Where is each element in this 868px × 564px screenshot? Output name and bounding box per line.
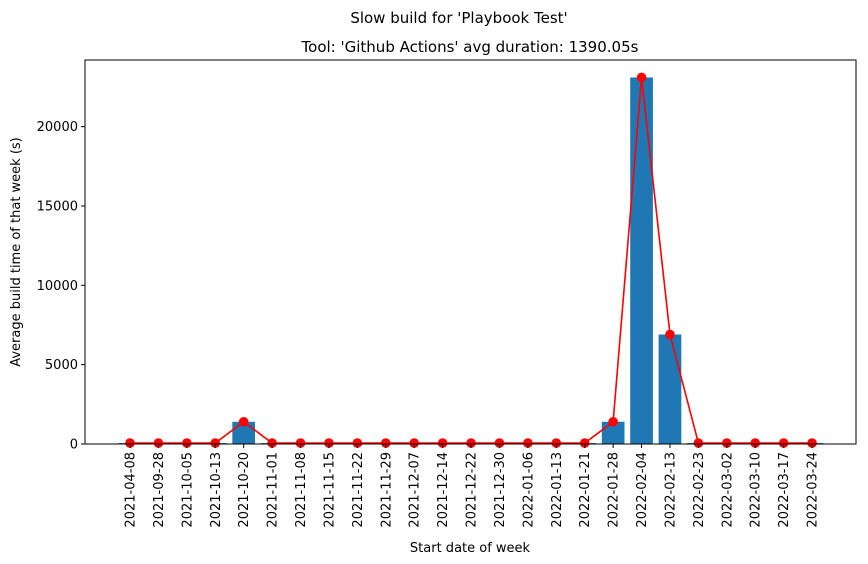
line-point-2021-12-14 xyxy=(437,438,448,448)
line-point-2022-01-28 xyxy=(608,416,618,427)
line-point-2022-03-17 xyxy=(778,438,789,448)
bar-2022-01-28 xyxy=(601,421,625,444)
y-tick-label: 10000 xyxy=(37,279,78,294)
y-tick-label: 0 xyxy=(70,438,78,453)
trend-line xyxy=(130,77,813,444)
line-point-2021-11-22 xyxy=(352,438,363,448)
x-tick-label: 2021-04-08 xyxy=(124,452,139,528)
line-point-2021-12-30 xyxy=(494,438,505,448)
line-point-2021-12-07 xyxy=(409,438,420,448)
x-tick-label: 2022-01-13 xyxy=(550,452,565,528)
y-tick-label: 20000 xyxy=(37,120,78,135)
line-point-2021-11-08 xyxy=(295,438,306,448)
x-axis: 2021-04-08 2021-09-28 2021-10-05 2021-10-13… xyxy=(124,444,821,528)
y-axis-label: Average build time of that week (s) xyxy=(9,137,24,367)
x-tick-label: 2021-12-07 xyxy=(408,452,423,528)
line-point-2021-10-13 xyxy=(210,438,221,448)
x-tick-label: 2022-01-06 xyxy=(521,452,536,528)
line-point-2021-11-01 xyxy=(267,438,277,448)
x-tick-label: 2021-10-20 xyxy=(237,452,252,528)
line-point-2022-02-04 xyxy=(636,72,647,83)
line-point-2022-03-02 xyxy=(722,438,732,448)
line-point-2021-11-29 xyxy=(380,438,391,448)
x-tick-label: 2022-02-23 xyxy=(692,452,707,528)
x-tick-label: 2022-03-24 xyxy=(806,452,821,528)
x-tick-label: 2021-11-29 xyxy=(379,452,394,528)
y-tick-label: 5000 xyxy=(45,358,78,373)
bar-2021-10-20 xyxy=(232,421,256,444)
line-point-2022-03-10 xyxy=(750,438,761,448)
x-tick-label: 2021-10-05 xyxy=(180,452,195,528)
x-tick-label: 2021-11-01 xyxy=(266,452,281,528)
line-point-2021-10-20 xyxy=(238,416,249,427)
x-tick-label: 2022-02-04 xyxy=(635,452,650,528)
line-point-2022-02-23 xyxy=(693,438,704,448)
line-point-2022-01-21 xyxy=(579,438,590,448)
x-tick-label: 2021-12-30 xyxy=(493,452,508,528)
x-tick-label: 2021-10-13 xyxy=(209,452,224,528)
x-tick-label: 2022-03-17 xyxy=(777,452,792,528)
line-point-2021-09-28 xyxy=(153,438,164,448)
x-tick-label: 2021-12-22 xyxy=(465,452,480,528)
bars-group xyxy=(118,77,824,445)
line-group xyxy=(125,72,817,448)
line-point-2021-11-15 xyxy=(324,438,334,448)
x-tick-label: 2021-11-15 xyxy=(322,452,337,528)
x-axis-label: Start date of week xyxy=(410,541,531,556)
x-tick-label: 2021-12-14 xyxy=(436,452,451,528)
line-point-2022-03-24 xyxy=(807,438,817,448)
chart-title: Tool: 'Github Actions' avg duration: 139… xyxy=(301,38,639,56)
x-tick-label: 2021-09-28 xyxy=(152,452,167,528)
line-point-2021-12-22 xyxy=(466,438,476,448)
line-point-2022-02-13 xyxy=(665,329,675,340)
bar-2022-02-04 xyxy=(630,77,653,445)
x-tick-label: 2022-03-02 xyxy=(720,452,735,528)
line-point-2021-04-08 xyxy=(125,438,135,448)
x-tick-label: 2022-03-10 xyxy=(749,452,764,528)
y-tick-label: 15000 xyxy=(37,199,78,214)
plot-frame xyxy=(84,59,857,445)
line-point-2022-01-06 xyxy=(523,438,533,448)
x-tick-label: 2022-01-21 xyxy=(578,452,593,528)
x-tick-label: 2021-11-22 xyxy=(351,452,366,528)
line-point-2021-10-05 xyxy=(182,438,192,448)
bar-2022-02-13 xyxy=(658,334,682,444)
line-point-2022-01-13 xyxy=(551,438,562,448)
y-axis: 0 5000 10000 15000 20000 xyxy=(37,120,85,453)
x-tick-label: 2022-02-13 xyxy=(663,452,678,528)
x-tick-label: 2022-01-28 xyxy=(607,452,622,528)
x-tick-label: 2021-11-08 xyxy=(294,452,309,528)
chart-suptitle: Slow build for 'Playbook Test' xyxy=(350,9,567,27)
